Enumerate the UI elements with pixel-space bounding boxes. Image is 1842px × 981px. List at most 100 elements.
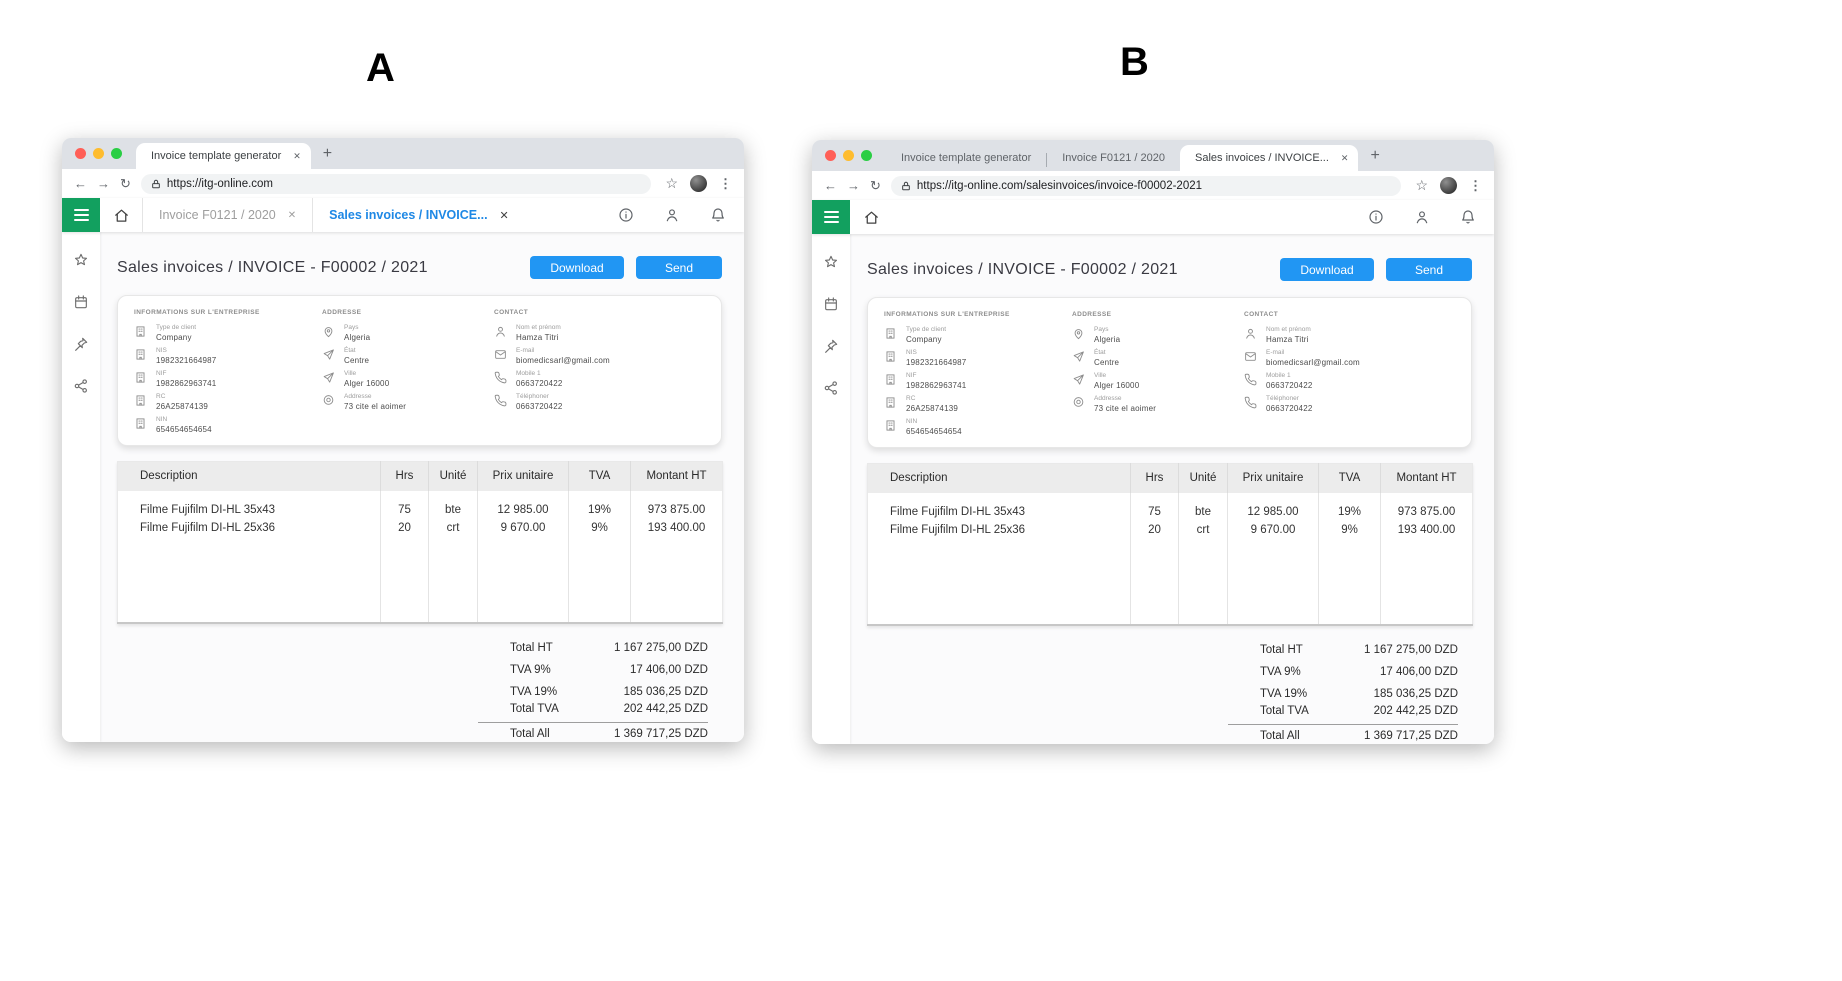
table-empty-space bbox=[118, 536, 723, 623]
table-row[interactable]: Filme Fujifilm DI-HL 25x36 20 crt 9 670.… bbox=[118, 518, 723, 537]
address-bar[interactable]: https://itg-online.com bbox=[140, 173, 652, 194]
table-row[interactable]: Filme Fujifilm DI-HL 35x43 75 bte 12 985… bbox=[868, 492, 1473, 521]
total-label: Total TVA bbox=[510, 703, 559, 715]
field-label: Mobile 1 bbox=[516, 370, 541, 377]
field-label: Téléphoner bbox=[1266, 395, 1299, 402]
table-row[interactable]: Filme Fujifilm DI-HL 25x36 20 crt 9 670.… bbox=[868, 520, 1473, 539]
back-button[interactable]: ← bbox=[824, 178, 837, 193]
home-button[interactable] bbox=[100, 198, 142, 232]
sidebar-calendar-icon[interactable] bbox=[73, 294, 89, 310]
field-label: Nom et prénom bbox=[516, 324, 561, 331]
field-label: NIF bbox=[906, 372, 917, 379]
bookmark-star-icon[interactable]: ☆ bbox=[665, 175, 678, 191]
sidebar-pin-icon[interactable] bbox=[73, 336, 89, 352]
address-bar[interactable]: https://itg-online.com/salesinvoices/inv… bbox=[890, 175, 1402, 196]
browser-tab-inactive[interactable]: Invoice F0121 / 2020 bbox=[1062, 152, 1165, 164]
forward-button[interactable]: → bbox=[847, 178, 860, 193]
field-value: 26A25874139 bbox=[906, 404, 959, 413]
page-title: Sales invoices / INVOICE - F00002 / 2021 bbox=[867, 260, 1178, 278]
company-info-heading: INFORMATIONS SUR L'ENTREPRISE bbox=[134, 309, 260, 316]
total-value: 1 369 717,25 DZD bbox=[1364, 729, 1458, 742]
field-etat: État Centre bbox=[322, 347, 494, 365]
home-button[interactable] bbox=[850, 200, 892, 234]
company-info-column: INFORMATIONS SUR L'ENTREPRISE Type de cl… bbox=[884, 311, 1072, 441]
tab-close-icon[interactable]: ✕ bbox=[1340, 152, 1349, 163]
notifications-bell-icon[interactable] bbox=[710, 207, 726, 223]
reload-button[interactable]: ↻ bbox=[120, 176, 131, 191]
close-window-icon[interactable] bbox=[825, 150, 836, 161]
field-label: Addresse bbox=[1094, 395, 1122, 402]
field-label: Pays bbox=[1094, 326, 1109, 333]
new-tab-button[interactable]: + bbox=[1370, 147, 1380, 164]
field-label: Ville bbox=[1094, 372, 1107, 379]
back-button[interactable]: ← bbox=[74, 176, 87, 191]
browser-profile-avatar[interactable] bbox=[690, 175, 707, 192]
field-label: Téléphoner bbox=[516, 393, 549, 400]
total-label: TVA 19% bbox=[1260, 688, 1308, 700]
cell-hrs: 75 bbox=[380, 490, 429, 519]
invoice-totals: Total HT 1 167 275,00 DZD TVA 9% 17 406,… bbox=[478, 640, 708, 743]
total-label: Total HT bbox=[510, 642, 553, 654]
notifications-bell-icon[interactable] bbox=[1460, 209, 1476, 225]
menu-button[interactable] bbox=[812, 200, 850, 234]
sidebar-favorites-star-icon[interactable] bbox=[823, 254, 839, 270]
app-tab-close-icon[interactable]: ✕ bbox=[499, 209, 509, 222]
app-tab-close-icon[interactable]: ✕ bbox=[287, 209, 297, 221]
field-nif: NIF 1982862963741 bbox=[884, 372, 1072, 390]
app-toolbar: Invoice F0121 / 2020 ✕ Sales invoices / … bbox=[62, 198, 744, 232]
traffic-lights bbox=[825, 150, 872, 161]
bookmark-star-icon[interactable]: ☆ bbox=[1415, 177, 1428, 193]
download-button[interactable]: Download bbox=[1280, 258, 1374, 281]
target-pin-icon bbox=[1072, 396, 1085, 409]
minimize-window-icon[interactable] bbox=[93, 148, 104, 159]
account-icon[interactable] bbox=[1414, 209, 1430, 225]
browser-tab-active[interactable]: Invoice template generator ✕ bbox=[136, 143, 311, 169]
cell-prix: 12 985.00 bbox=[1227, 492, 1319, 521]
table-row[interactable]: Filme Fujifilm DI-HL 35x43 75 bte 12 985… bbox=[118, 490, 723, 519]
sidebar-share-icon[interactable] bbox=[73, 378, 89, 394]
browser-profile-avatar[interactable] bbox=[1440, 177, 1457, 194]
company-info-heading: INFORMATIONS SUR L'ENTREPRISE bbox=[884, 311, 1010, 318]
table-header-row: Description Hrs Unité Prix unitaire TVA … bbox=[867, 463, 1473, 493]
field-mobile: Mobile 1 0663720422 bbox=[494, 370, 705, 388]
info-icon[interactable] bbox=[1368, 209, 1384, 225]
url-text: https://itg-online.com/salesinvoices/inv… bbox=[916, 179, 1203, 192]
browser-tab-inactive[interactable]: Invoice template generator bbox=[901, 152, 1032, 164]
building-icon bbox=[884, 350, 897, 363]
app-tab-label: Invoice F0121 / 2020 bbox=[159, 208, 276, 222]
contact-column: CONTACT Nom et prénom Hamza Titri E-mail… bbox=[1244, 311, 1455, 441]
sidebar-favorites-star-icon[interactable] bbox=[73, 252, 89, 268]
new-tab-button[interactable]: + bbox=[322, 145, 333, 162]
cell-montant: 973 875.00 bbox=[1380, 492, 1473, 521]
cell-tva: 9% bbox=[1318, 520, 1381, 539]
browser-menu-icon[interactable]: ⋮ bbox=[1469, 177, 1482, 193]
send-button[interactable]: Send bbox=[1386, 258, 1472, 281]
field-value: 654654654654 bbox=[906, 427, 962, 436]
forward-button[interactable]: → bbox=[97, 176, 110, 191]
app-tab-invoice-f0121[interactable]: Invoice F0121 / 2020 ✕ bbox=[142, 198, 312, 232]
col-montant-ht: Montant HT bbox=[1380, 463, 1473, 493]
send-button[interactable]: Send bbox=[636, 256, 722, 279]
zoom-window-icon[interactable] bbox=[111, 148, 122, 159]
tab-close-icon[interactable]: ✕ bbox=[293, 150, 301, 161]
col-description: Description bbox=[867, 463, 1131, 493]
download-button[interactable]: Download bbox=[530, 256, 624, 279]
browser-tab-active[interactable]: Sales invoices / INVOICE... ✕ bbox=[1180, 145, 1359, 171]
account-icon[interactable] bbox=[664, 207, 680, 223]
field-etat: État Centre bbox=[1072, 349, 1244, 367]
field-label: État bbox=[1094, 349, 1106, 356]
field-type-de-client: Type de client Company bbox=[884, 326, 1072, 344]
reload-button[interactable]: ↻ bbox=[870, 178, 881, 193]
cell-description: Filme Fujifilm DI-HL 35x43 bbox=[140, 503, 276, 516]
sidebar-share-icon[interactable] bbox=[823, 380, 839, 396]
close-window-icon[interactable] bbox=[75, 148, 86, 159]
browser-actions: ☆ ⋮ bbox=[1411, 177, 1482, 194]
info-icon[interactable] bbox=[618, 207, 634, 223]
sidebar-pin-icon[interactable] bbox=[823, 338, 839, 354]
app-tab-sales-invoices[interactable]: Sales invoices / INVOICE... ✕ bbox=[312, 198, 525, 232]
sidebar-calendar-icon[interactable] bbox=[823, 296, 839, 312]
zoom-window-icon[interactable] bbox=[861, 150, 872, 161]
menu-button[interactable] bbox=[62, 198, 100, 232]
minimize-window-icon[interactable] bbox=[843, 150, 854, 161]
browser-menu-icon[interactable]: ⋮ bbox=[719, 175, 732, 191]
